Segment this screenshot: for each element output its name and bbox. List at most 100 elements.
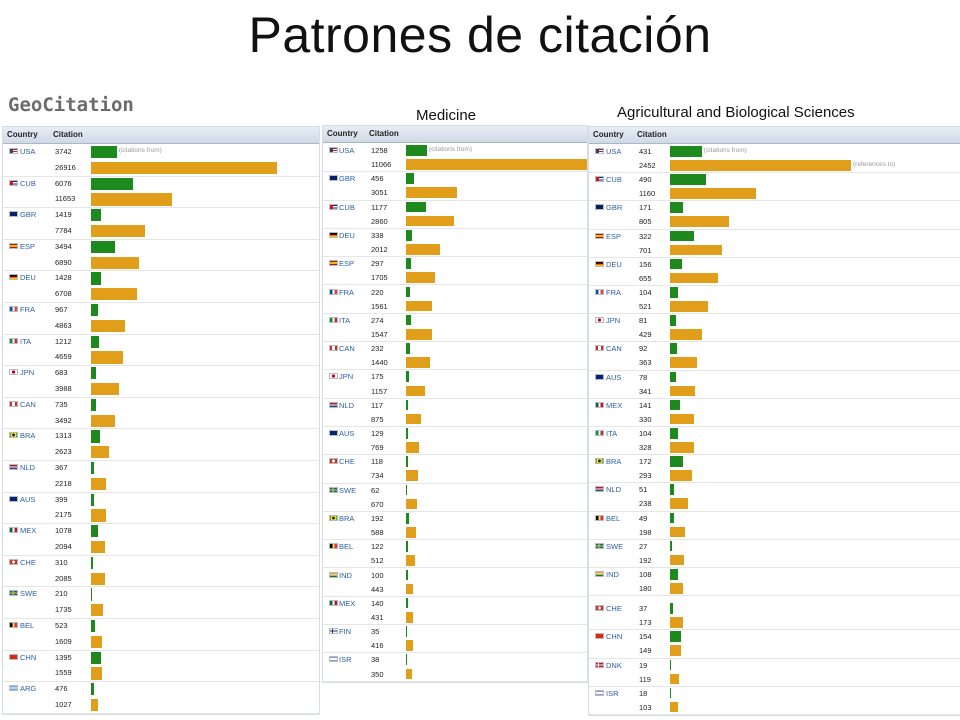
country-link[interactable]: NLD xyxy=(606,485,622,495)
country-link[interactable]: JPN xyxy=(606,316,621,326)
country-link[interactable]: ARG xyxy=(20,684,37,694)
bar-references-to xyxy=(670,188,756,199)
country-link[interactable]: BRA xyxy=(606,457,622,467)
country-link[interactable]: ITA xyxy=(20,336,32,346)
citation-value-from: 1428 xyxy=(55,273,72,283)
country-link[interactable]: DEU xyxy=(339,230,355,240)
country-link[interactable]: NLD xyxy=(20,463,36,472)
bar-references-to xyxy=(91,667,102,680)
country-link[interactable]: BEL xyxy=(339,542,354,552)
country-link[interactable]: JPN xyxy=(20,368,35,378)
country-link[interactable]: CHN xyxy=(606,632,623,642)
country-link[interactable]: CUB xyxy=(606,175,622,185)
country-link[interactable]: MEX xyxy=(20,526,37,536)
country-link[interactable]: NLD xyxy=(339,400,355,410)
bar-references-to xyxy=(406,385,426,397)
country-link[interactable]: FIN xyxy=(339,627,352,637)
column-header-citation[interactable]: Citation xyxy=(369,129,399,138)
table-row: MEX 141 330 xyxy=(589,398,960,427)
bar-citations-from xyxy=(670,631,682,642)
esp-flag-icon xyxy=(9,242,18,249)
bar-references-to xyxy=(670,160,851,171)
country-link[interactable]: GBR xyxy=(339,174,356,184)
citation-value-to: 701 xyxy=(639,245,652,255)
country-link[interactable]: DEU xyxy=(20,273,36,283)
country-link[interactable]: ITA xyxy=(339,315,351,325)
country-link[interactable]: IND xyxy=(339,570,352,580)
country-link[interactable]: DEU xyxy=(606,259,622,269)
bar-references-to xyxy=(670,385,696,397)
country-link[interactable]: CHE xyxy=(339,457,355,467)
country-link[interactable]: IND xyxy=(606,570,619,579)
country-link[interactable]: FRA xyxy=(606,288,621,297)
country-link[interactable]: FRA xyxy=(20,305,35,314)
country-link[interactable]: SWE xyxy=(339,485,357,495)
country-link[interactable]: ESP xyxy=(606,231,622,241)
column-header-citation[interactable]: Citation xyxy=(53,130,83,139)
country-link[interactable]: BRA xyxy=(20,431,36,441)
citation-value-from: 78 xyxy=(639,372,648,382)
citation-value-to: 2175 xyxy=(55,510,72,520)
bar-references-to xyxy=(91,288,138,301)
bar-citations-from xyxy=(406,314,411,326)
country-link[interactable]: ITA xyxy=(606,429,618,438)
country-link[interactable]: FRA xyxy=(339,287,354,297)
country-link[interactable]: CUB xyxy=(339,202,355,212)
citation-table-1: Country Citation USA 1258 (citations from) 11… xyxy=(322,125,588,683)
country-link[interactable]: DNK xyxy=(606,660,622,670)
country-link[interactable]: USA xyxy=(339,146,355,155)
bar-citations-from xyxy=(670,540,672,552)
column-header-country[interactable]: Country xyxy=(7,130,38,139)
country-link[interactable]: GBR xyxy=(606,203,623,213)
country-link[interactable]: CAN xyxy=(339,344,355,354)
citation-value-to: 198 xyxy=(639,527,652,537)
country-link[interactable]: CHE xyxy=(606,604,622,614)
country-link[interactable]: CHN xyxy=(20,652,37,662)
table-row: SWE 210 1735 xyxy=(3,586,319,619)
country-link[interactable]: AUS xyxy=(20,494,36,504)
country-link[interactable]: USA xyxy=(606,147,622,156)
bar-citations-from xyxy=(406,626,408,637)
column-header-country[interactable]: Country xyxy=(327,129,358,138)
table-row: DEU 156 655 xyxy=(589,257,960,286)
country-link[interactable]: CAN xyxy=(606,344,622,354)
country-link[interactable]: SWE xyxy=(20,589,38,599)
country-link[interactable]: ISR xyxy=(606,688,619,698)
country-link[interactable]: CUB xyxy=(20,178,36,188)
citation-value-from: 1258 xyxy=(371,146,388,155)
column-header-citation[interactable]: Citation xyxy=(637,130,667,139)
country-link[interactable]: AUS xyxy=(339,429,355,438)
citation-value-to: 588 xyxy=(371,528,384,538)
deu-flag-icon xyxy=(329,231,338,238)
table-row: CUB 490 1160 xyxy=(589,172,960,202)
bar-references-to xyxy=(406,413,421,425)
country-link[interactable]: BEL xyxy=(20,621,35,630)
country-link[interactable]: BEL xyxy=(606,513,621,523)
table-row: ITA 1212 4659 xyxy=(3,334,319,367)
table-row: CHN 154 149 xyxy=(589,629,960,659)
country-link[interactable]: JPN xyxy=(339,372,354,382)
country-link[interactable]: USA xyxy=(20,147,36,156)
bra-flag-icon xyxy=(595,458,604,465)
aus-flag-icon xyxy=(9,495,18,502)
table-row: CHE 310 2085 xyxy=(3,555,319,588)
country-link[interactable]: ESP xyxy=(339,259,355,269)
country-link[interactable]: CAN xyxy=(20,399,36,409)
citation-value-from: 117 xyxy=(371,400,383,410)
country-link[interactable]: AUS xyxy=(606,372,622,382)
country-link[interactable]: GBR xyxy=(20,210,37,220)
country-link[interactable]: SWE xyxy=(606,541,624,551)
country-link[interactable]: CHE xyxy=(20,557,36,567)
country-link[interactable]: ESP xyxy=(20,241,36,251)
country-link[interactable]: MEX xyxy=(339,598,356,608)
citation-value-from: 172 xyxy=(639,457,652,467)
country-link[interactable]: ISR xyxy=(339,655,352,665)
bar-citations-from xyxy=(91,462,94,475)
country-link[interactable]: BRA xyxy=(339,513,355,523)
citation-value-to: 1735 xyxy=(55,605,72,615)
bar-references-to xyxy=(406,357,431,368)
country-link[interactable]: MEX xyxy=(606,400,623,410)
citation-value-from: 141 xyxy=(639,400,652,410)
column-header-country[interactable]: Country xyxy=(593,130,624,139)
bar-references-to xyxy=(670,216,730,228)
